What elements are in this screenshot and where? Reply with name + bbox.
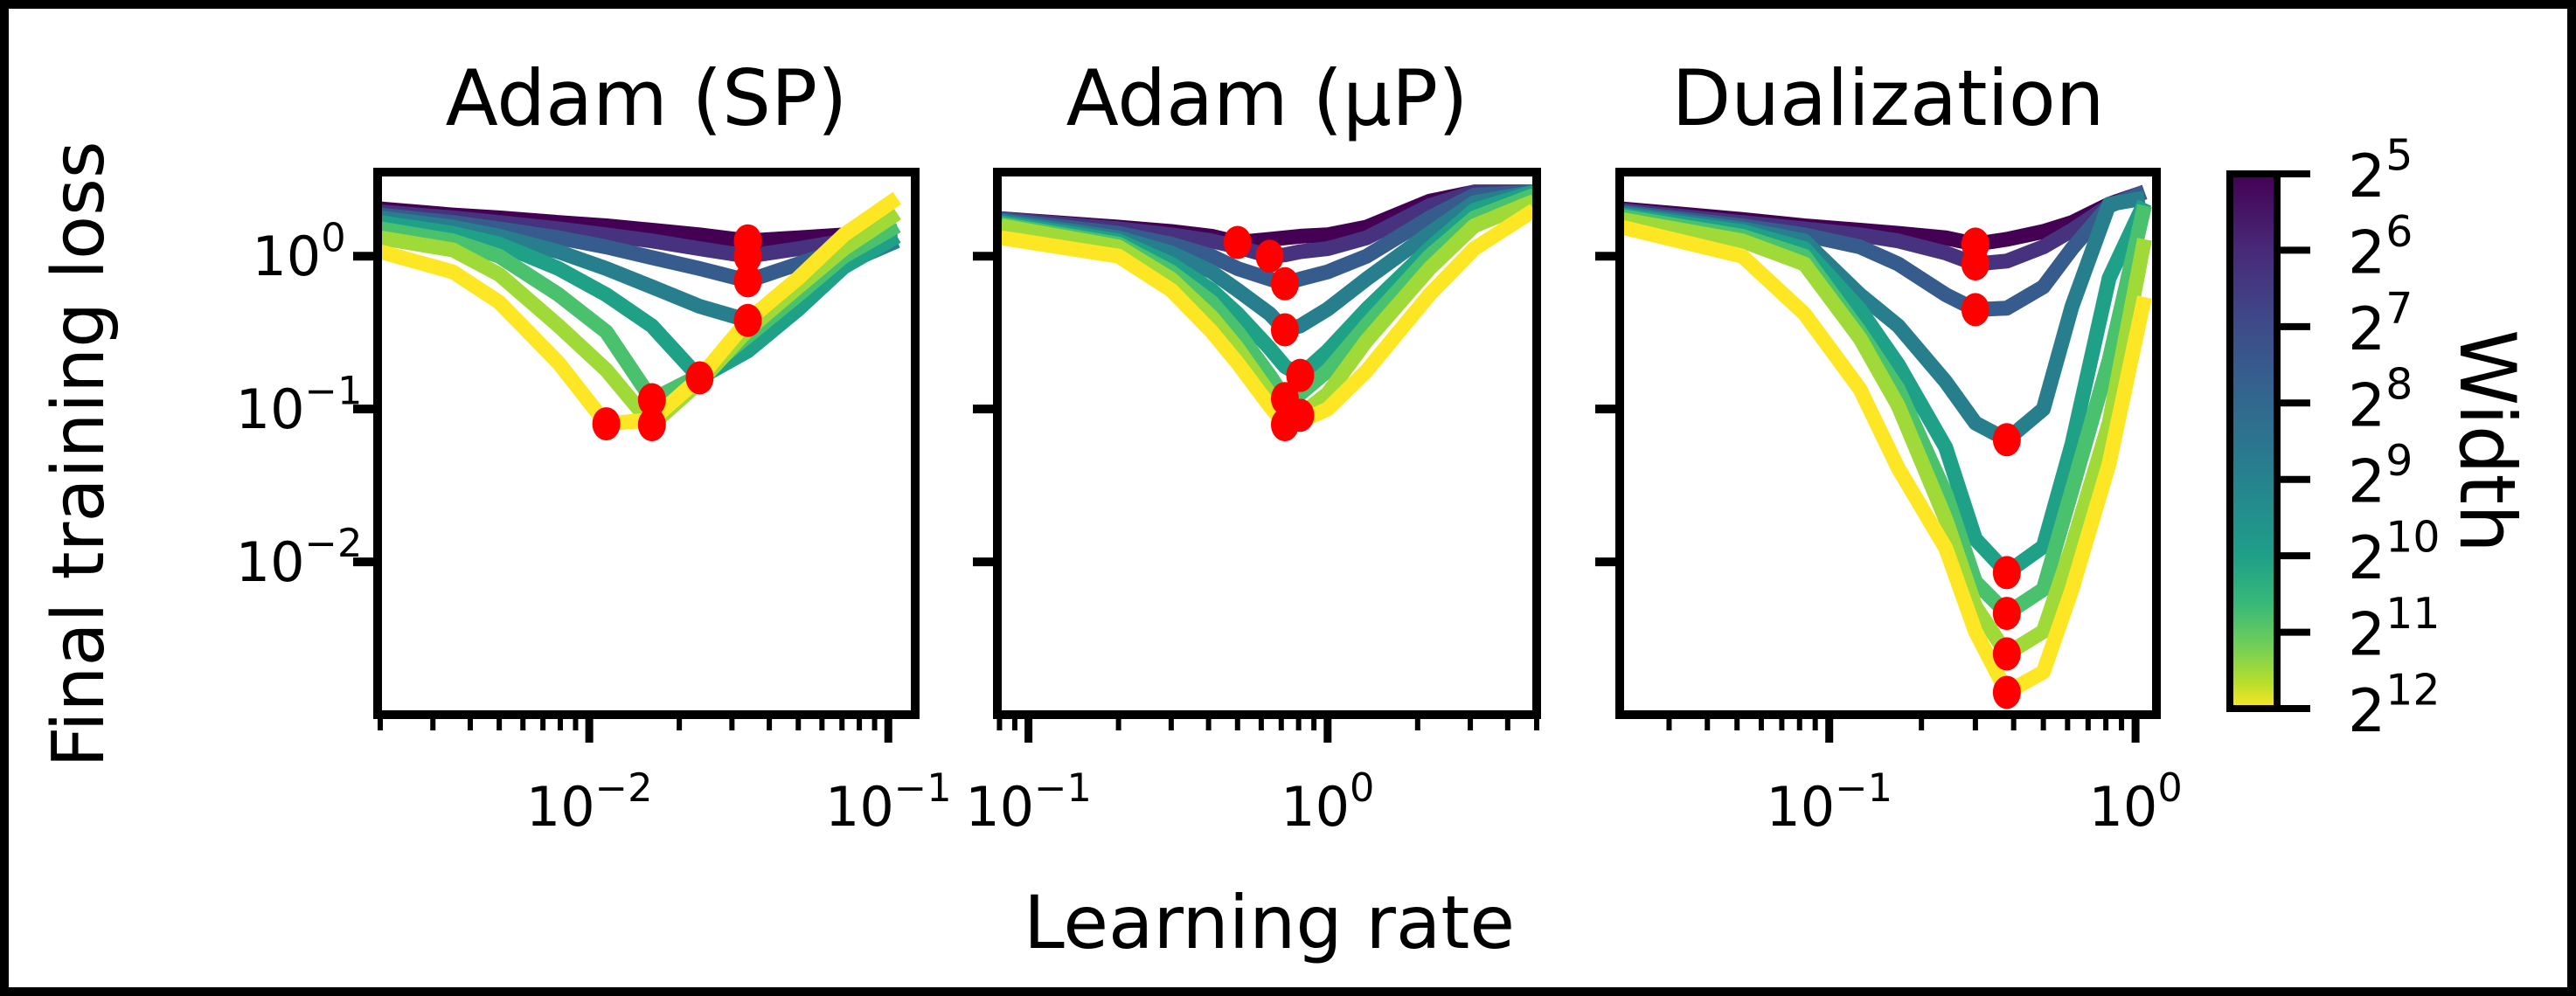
optimum-marker-width-1024	[1992, 597, 2021, 631]
x-tick-label: 100	[2088, 765, 2182, 839]
x-tick-label: 10−1	[1766, 765, 1892, 839]
x-tick-label-base: 10	[825, 775, 894, 839]
series-lines	[1620, 184, 2152, 700]
colorbar-tick-label-base: 2	[2348, 448, 2385, 517]
colorbar-tick-label-base: 2	[2348, 677, 2385, 746]
optimum-marker-width-512	[1286, 358, 1315, 392]
optimum-marker-width-32	[1223, 225, 1252, 259]
colorbar-tick-label-base: 2	[2348, 371, 2385, 440]
colorbar-tick-label: 26	[2348, 207, 2413, 288]
series-line-width-512	[378, 215, 901, 385]
optimum-marker-width-4096	[1270, 408, 1299, 442]
y-tick-label: 100	[252, 215, 345, 288]
y-tick-label-base: 10	[236, 530, 305, 594]
series-line-width-2048	[1620, 211, 2152, 661]
panel-2: Adam (μP)10−1 100	[965, 53, 1541, 839]
panel-title: Dualization	[1671, 53, 2104, 143]
y-tick-label: 10−2	[236, 521, 363, 594]
x-tick-label-exponent: 0	[1350, 765, 1374, 811]
colorbar-tick-label-exponent: 7	[2385, 283, 2413, 333]
colorbar-tick-label-exponent: 11	[2385, 589, 2440, 639]
x-tick-label: 10−2	[526, 765, 653, 839]
x-tick-label-exponent: −2	[595, 765, 653, 811]
x-tick-label-base: 10	[1766, 775, 1835, 839]
optimum-marker-width-4096	[1992, 675, 2021, 709]
x-tick-label: 100	[1281, 765, 1374, 839]
optimum-marker-width-512	[1992, 556, 2021, 590]
x-tick-label-exponent: −1	[894, 765, 952, 811]
optimum-marker-width-64	[1961, 247, 1989, 281]
y-tick-label-base: 10	[252, 225, 321, 288]
colorbar-tick-label-base: 2	[2348, 295, 2385, 364]
y-tick-label-exponent: 0	[321, 215, 345, 260]
optimum-marker-width-128	[1270, 266, 1299, 301]
colorbar-tick-label: 29	[2348, 436, 2413, 517]
colorbar-tick-label-exponent: 9	[2385, 436, 2413, 486]
x-tick-label-base: 10	[2088, 775, 2157, 839]
colorbar-tick-label-exponent: 5	[2385, 130, 2413, 180]
series-line-width-4096	[1620, 219, 2152, 700]
colorbar-tick-label-base: 2	[2348, 218, 2385, 287]
optimum-marker-width-64	[1255, 239, 1284, 273]
optimum-marker-width-2048	[637, 408, 666, 442]
optimum-marker-width-4096	[592, 407, 621, 441]
optimum-marker-width-512	[685, 361, 714, 395]
colorbar-tick-label: 25	[2348, 130, 2413, 211]
colorbar-tick-label: 27	[2348, 283, 2413, 364]
x-tick-label-exponent: −1	[1034, 765, 1092, 811]
y-tick-label: 10−1	[236, 368, 363, 441]
colorbar-tick-label-base: 2	[2348, 524, 2385, 593]
optimum-marker-width-256	[1992, 423, 2021, 457]
colorbar-tick-label: 210	[2348, 513, 2441, 594]
y-axis-label: Final training loss	[38, 141, 121, 767]
series-line-width-64	[1000, 184, 1534, 264]
optimum-marker-width-256	[1270, 313, 1299, 347]
plot-frame	[373, 168, 920, 719]
colorbar-label: Width	[2442, 329, 2532, 553]
colorbar-tick-label-base: 2	[2348, 142, 2385, 211]
panel-title: Adam (μP)	[1066, 53, 1469, 143]
colorbar-tick-label: 212	[2348, 665, 2441, 746]
colorbar-tick-label: 211	[2348, 589, 2441, 670]
x-tick-label-exponent: −1	[1835, 765, 1892, 811]
optimum-marker-width-1024	[637, 383, 666, 417]
optimum-marker-width-2048	[1992, 637, 2021, 671]
colorbar-tick-label-exponent: 8	[2385, 360, 2413, 410]
x-tick-label-base: 10	[965, 775, 1034, 839]
y-tick-label-exponent: −1	[305, 368, 363, 413]
x-tick-label-exponent: 0	[2157, 765, 2182, 811]
x-tick-label: 10−1	[825, 765, 952, 839]
optimum-marker-width-64	[733, 239, 762, 273]
colorbar-tick-label-exponent: 10	[2385, 513, 2440, 563]
x-tick-label-base: 10	[1281, 775, 1350, 839]
colorbar-tick-label-exponent: 12	[2385, 665, 2440, 715]
y-tick-label-base: 10	[236, 377, 305, 441]
optimum-marker-width-256	[733, 303, 762, 337]
x-tick-label-base: 10	[526, 775, 595, 839]
colorbar-tick-label: 28	[2348, 360, 2413, 441]
optimum-marker-width-128	[1961, 293, 1989, 327]
colorbar-gradient	[2226, 170, 2281, 712]
panel-title: Adam (SP)	[446, 53, 848, 143]
colorbar-tick-label-exponent: 6	[2385, 207, 2413, 257]
plot-frame	[1615, 168, 2161, 719]
x-axis-label: Learning rate	[1024, 880, 1515, 965]
colorbar-tick-label-base: 2	[2348, 601, 2385, 670]
x-tick-label: 10−1	[965, 765, 1092, 839]
y-tick-label-exponent: −2	[305, 521, 363, 566]
plot-frame	[993, 168, 1541, 719]
optimum-marker-width-128	[733, 264, 762, 298]
